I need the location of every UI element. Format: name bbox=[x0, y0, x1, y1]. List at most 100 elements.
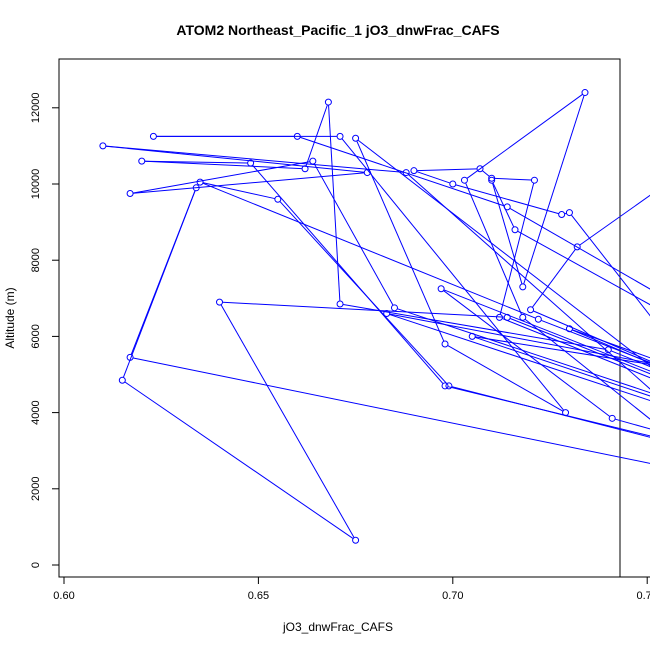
series-line-segment bbox=[443, 289, 650, 372]
series-line-segment bbox=[389, 314, 650, 401]
data-point bbox=[383, 310, 391, 318]
series-line-segment bbox=[130, 190, 196, 355]
x-tick-label: 0.75 bbox=[636, 590, 650, 602]
data-point bbox=[519, 283, 527, 291]
series-line-segment bbox=[466, 94, 583, 179]
data-point bbox=[503, 203, 511, 211]
series-line-segment bbox=[494, 177, 532, 181]
series-line-segment bbox=[455, 184, 559, 215]
data-point bbox=[488, 174, 496, 182]
data-point bbox=[410, 167, 418, 175]
data-point bbox=[445, 382, 453, 390]
y-tick-label: 12000 bbox=[30, 93, 42, 124]
series-line-segment bbox=[416, 171, 450, 184]
series-line-segment bbox=[305, 104, 328, 166]
series-line-segment bbox=[541, 319, 650, 364]
series-line-segment bbox=[447, 345, 564, 412]
series-line-segment bbox=[202, 182, 536, 319]
data-point bbox=[192, 184, 200, 192]
data-point bbox=[476, 165, 484, 173]
data-point bbox=[573, 243, 581, 251]
data-point bbox=[216, 298, 224, 306]
series-line-segment bbox=[475, 336, 650, 397]
series-line-segment bbox=[465, 182, 522, 315]
series-line-segment bbox=[397, 308, 650, 394]
series-line-segment bbox=[517, 230, 650, 306]
series-line-segment bbox=[533, 310, 650, 362]
series-line-segment bbox=[417, 168, 477, 172]
data-point bbox=[138, 157, 146, 165]
data-point bbox=[608, 414, 616, 422]
data-point bbox=[565, 209, 573, 217]
data-point bbox=[511, 226, 519, 234]
data-point bbox=[565, 325, 573, 333]
data-point bbox=[495, 313, 503, 321]
y-tick-label: 2000 bbox=[30, 477, 42, 501]
x-tick-label: 0.60 bbox=[53, 590, 74, 602]
series-line-segment bbox=[492, 183, 523, 284]
data-point bbox=[118, 376, 126, 384]
data-point bbox=[309, 157, 317, 165]
x-tick-label: 0.65 bbox=[248, 590, 269, 602]
series-line-segment bbox=[482, 170, 490, 177]
data-point bbox=[126, 190, 134, 198]
series-line-segment bbox=[279, 201, 448, 384]
y-tick-label: 8000 bbox=[30, 248, 42, 272]
y-tick-label: 10000 bbox=[30, 169, 42, 200]
data-point bbox=[352, 536, 360, 544]
data-point bbox=[274, 195, 282, 203]
data-point bbox=[604, 346, 612, 354]
y-tick-label: 6000 bbox=[30, 324, 42, 348]
data-point bbox=[336, 132, 344, 140]
data-point bbox=[390, 304, 398, 312]
data-point bbox=[468, 332, 476, 340]
data-point bbox=[519, 313, 527, 321]
data-point bbox=[149, 132, 157, 140]
y-tick-label: 4000 bbox=[30, 400, 42, 424]
data-point bbox=[99, 142, 107, 150]
series-line-segment bbox=[443, 290, 610, 417]
data-point bbox=[301, 165, 309, 173]
series-line-segment bbox=[510, 318, 650, 375]
data-point bbox=[363, 169, 371, 177]
data-point bbox=[126, 353, 134, 361]
data-point bbox=[558, 210, 566, 218]
data-point bbox=[402, 169, 410, 177]
data-point bbox=[581, 89, 589, 97]
series-line-segment bbox=[523, 95, 585, 284]
series-line-segment bbox=[133, 172, 365, 194]
data-point bbox=[196, 178, 204, 186]
series-line-segment bbox=[579, 194, 650, 246]
data-point bbox=[503, 313, 511, 321]
series-line-segment bbox=[124, 381, 354, 539]
series-line-segment bbox=[203, 182, 275, 200]
series-line-segment bbox=[220, 304, 355, 538]
data-point bbox=[562, 409, 570, 417]
data-point bbox=[527, 306, 535, 314]
series-line-segment bbox=[532, 249, 576, 308]
series-line-segment bbox=[509, 208, 650, 290]
series-line-segment bbox=[611, 350, 650, 368]
data-point bbox=[293, 132, 301, 140]
series-line-segment bbox=[389, 313, 650, 364]
data-point bbox=[324, 98, 332, 106]
series-line-segment bbox=[252, 165, 444, 384]
series-line-segment bbox=[357, 139, 650, 367]
data-point bbox=[530, 176, 538, 184]
series-line-segment bbox=[356, 141, 445, 342]
data-point bbox=[352, 134, 360, 142]
series-line-segment bbox=[300, 136, 505, 207]
series-line-segment bbox=[341, 138, 564, 411]
series-line-segment bbox=[133, 161, 310, 194]
series-line-segment bbox=[133, 357, 650, 464]
data-point bbox=[488, 176, 496, 184]
y-axis: 0 2000 4000 6000 8000 10000 12000 bbox=[30, 93, 60, 568]
series-line-segment bbox=[572, 329, 650, 364]
series-line-segment bbox=[222, 301, 505, 318]
series-line-segment bbox=[451, 386, 650, 438]
data-point bbox=[247, 159, 255, 167]
data-point bbox=[460, 176, 468, 184]
series-line-segment bbox=[502, 318, 650, 379]
series-line-segment bbox=[106, 145, 404, 173]
data-point bbox=[534, 315, 542, 323]
